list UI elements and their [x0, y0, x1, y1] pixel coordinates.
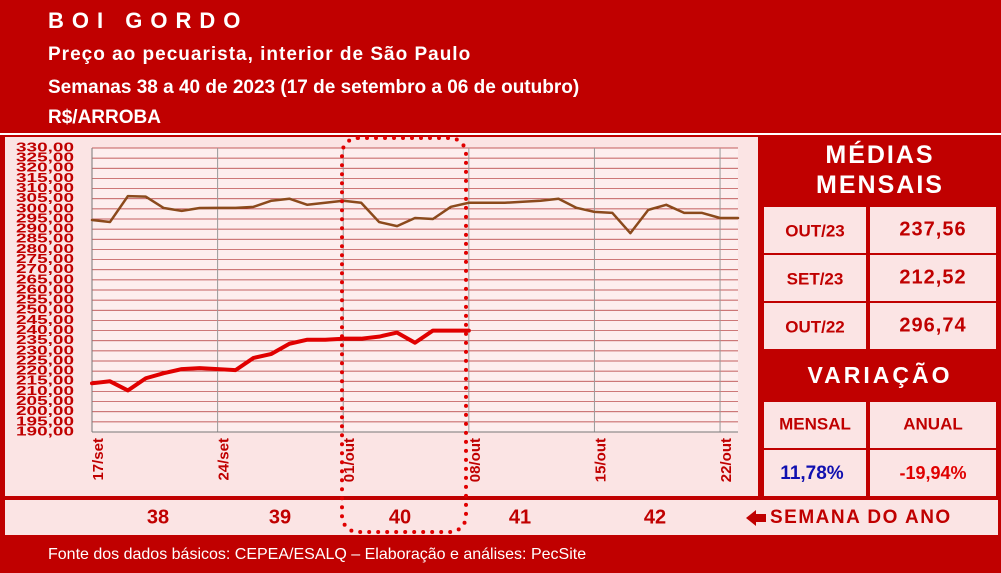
cell [870, 255, 996, 301]
subtitle: Semanas 38 a 40 de 2023 (17 de setembro … [48, 77, 579, 98]
y-tick-label: 290,00 [16, 221, 74, 236]
cell [764, 207, 866, 253]
x-tick-label: 22/out [718, 438, 735, 482]
cell [764, 450, 866, 496]
y-tick-label: 305,00 [16, 190, 74, 205]
cell [870, 402, 996, 448]
y-tick-label: 210,00 [16, 383, 74, 398]
week-number: 39 [269, 506, 291, 528]
y-tick-label: 320,00 [16, 160, 74, 175]
variation-header [762, 352, 998, 400]
chart-title: BOI GORDO [48, 8, 248, 33]
week-number: 41 [509, 506, 531, 528]
y-tick-label: 195,00 [16, 413, 74, 428]
y-tick-label: 190,00 [16, 423, 74, 438]
y-tick-label: 240,00 [16, 322, 74, 337]
week-number: 38 [147, 506, 169, 528]
y-tick-label: 300,00 [16, 200, 74, 215]
variation-title: VARIAÇÃO [808, 361, 953, 388]
cell [870, 303, 996, 349]
y-tick-label: 295,00 [16, 210, 74, 225]
y-tick-label: 280,00 [16, 241, 74, 256]
y-tick-label: 260,00 [16, 281, 74, 296]
arrow [746, 510, 766, 526]
y-tick-label: 220,00 [16, 363, 74, 378]
y-tick-label: 215,00 [16, 373, 74, 388]
row-value: 296,74 [899, 314, 966, 336]
week-number: 40 [389, 506, 411, 528]
variation-value: -19,94% [899, 463, 966, 483]
source: Fonte dos dados básicos: CEPEA/ESALQ – E… [48, 546, 586, 563]
y-tick-label: 270,00 [16, 261, 74, 276]
row-value: 237,56 [899, 218, 966, 240]
panel-header [762, 137, 998, 205]
y-tick-label: 310,00 [16, 180, 74, 195]
y-tick-label: 325,00 [16, 150, 74, 165]
y-tick-label: 245,00 [16, 312, 74, 327]
cell [764, 255, 866, 301]
row-value: 212,52 [899, 266, 966, 288]
cell [764, 402, 866, 448]
y-tick-label: 225,00 [16, 352, 74, 367]
y-tick-label: 275,00 [16, 251, 74, 266]
variation-value: 11,78% [780, 463, 843, 484]
x-tick-label: 08/out [467, 438, 484, 482]
x-tick-label: 17/set [90, 438, 107, 481]
panel-title: MÉDIAS MENSAIS [816, 140, 944, 199]
week-row [5, 500, 998, 535]
y-tick-label: 250,00 [16, 302, 74, 317]
row-label: OUT/22 [785, 317, 845, 336]
row-label: OUT/23 [785, 221, 845, 240]
highlight [340, 136, 468, 534]
y-axis-label: R$/ARROBA [48, 107, 161, 128]
cell [870, 207, 996, 253]
variation-header-label: ANUAL [903, 414, 963, 433]
variation-header-label: MENSAL [779, 414, 851, 433]
y-tick-label: 230,00 [16, 342, 74, 357]
cell [764, 303, 866, 349]
x-tick-label: 24/set [216, 438, 233, 481]
y-tick-label: 330,00 [16, 139, 74, 154]
y-tick-label: 205,00 [16, 393, 74, 408]
y-tick-label: 235,00 [16, 332, 74, 347]
cell [870, 450, 996, 496]
week-label: SEMANA DO ANO [770, 507, 952, 528]
line [90, 328, 471, 393]
y-tick-label: 315,00 [16, 170, 74, 185]
line [90, 194, 740, 235]
row-label: SET/23 [787, 269, 844, 288]
x-tick-label: 15/out [592, 438, 609, 482]
subtitle: Preço ao pecuarista, interior de São Pau… [48, 44, 471, 65]
y-tick-label: 265,00 [16, 271, 74, 286]
week-number: 42 [644, 506, 666, 528]
x-tick-label: 01/out [341, 438, 358, 482]
y-tick-label: 200,00 [16, 403, 74, 418]
y-tick-label: 255,00 [16, 292, 74, 307]
y-tick-label: 285,00 [16, 231, 74, 246]
